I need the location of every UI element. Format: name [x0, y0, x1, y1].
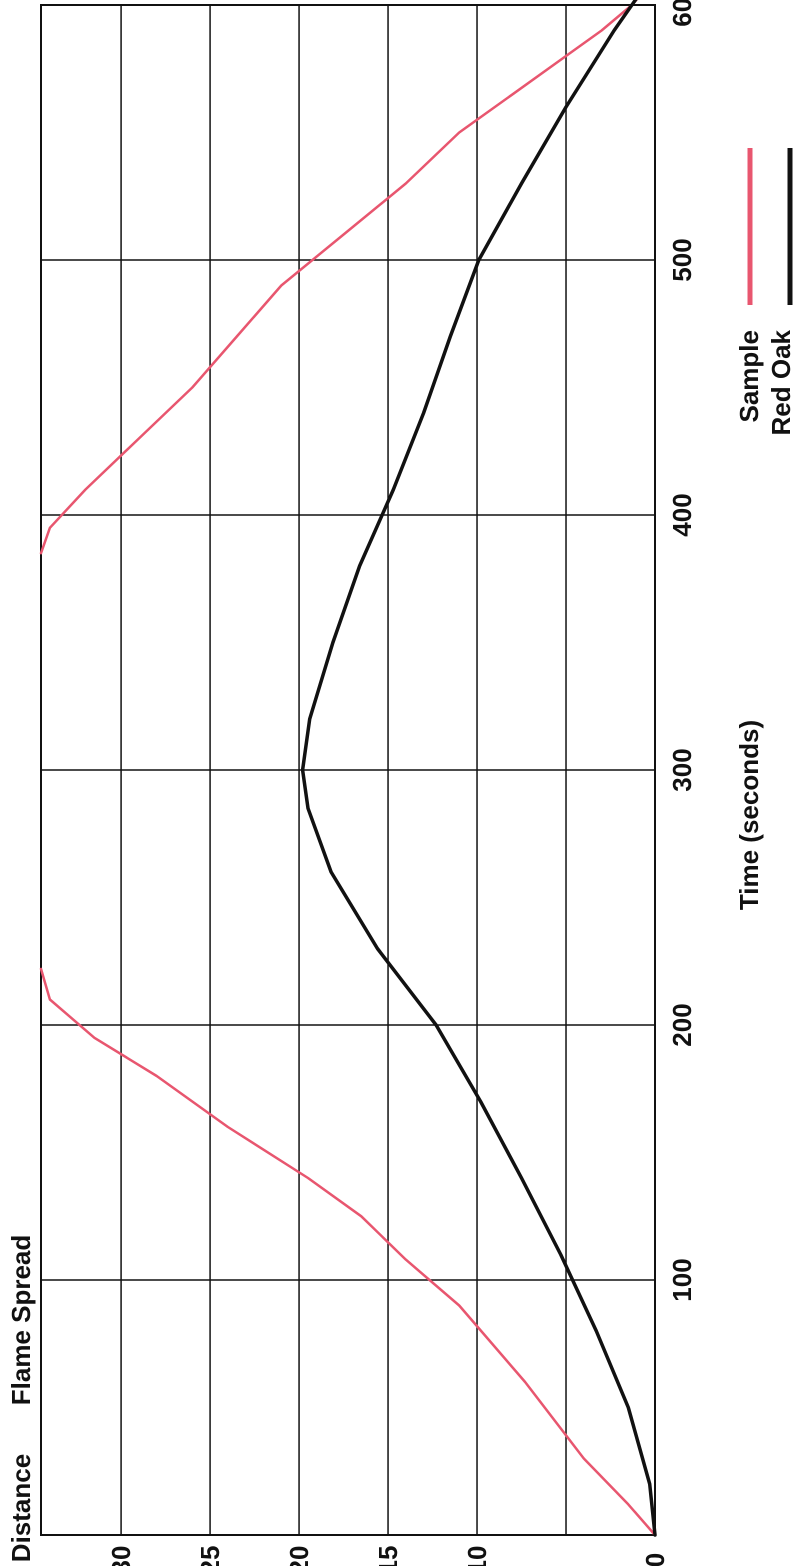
x-tick-label: 500 — [667, 238, 697, 281]
legend: Sample Red Oak — [734, 148, 796, 436]
x-tick-label: 100 — [667, 1258, 697, 1301]
series-lines — [39, 0, 657, 1537]
tick-labels: 100 200 300 400 500 600 0 10 15 20 25 30 — [106, 0, 697, 1566]
x-tick-label: 400 — [667, 493, 697, 536]
y-tick-label: 20 — [284, 1546, 314, 1566]
chart-title: Flame Spread — [6, 1235, 36, 1406]
legend-label-sample: Sample — [734, 330, 764, 423]
legend-label-red-oak: Red Oak — [766, 329, 796, 435]
series-line-red-oak — [300, 0, 657, 1537]
x-tick-label: 200 — [667, 1003, 697, 1046]
y-tick-label: 15 — [373, 1546, 403, 1566]
grid-lines — [40, 4, 656, 1536]
y-tick-label: 0 — [640, 1553, 670, 1566]
x-tick-label: 600 — [667, 0, 697, 27]
y-tick-label: 10 — [462, 1546, 492, 1566]
x-axis-label: Time (seconds) — [734, 720, 764, 910]
series-line-sample-1 — [39, 967, 657, 1537]
y-tick-label: 25 — [195, 1546, 225, 1566]
x-tick-label: 300 — [667, 748, 697, 791]
y-axis-label: Distance — [6, 1454, 36, 1562]
y-tick-label: 30 — [106, 1546, 136, 1566]
series-line-sample-2 — [39, 0, 638, 555]
